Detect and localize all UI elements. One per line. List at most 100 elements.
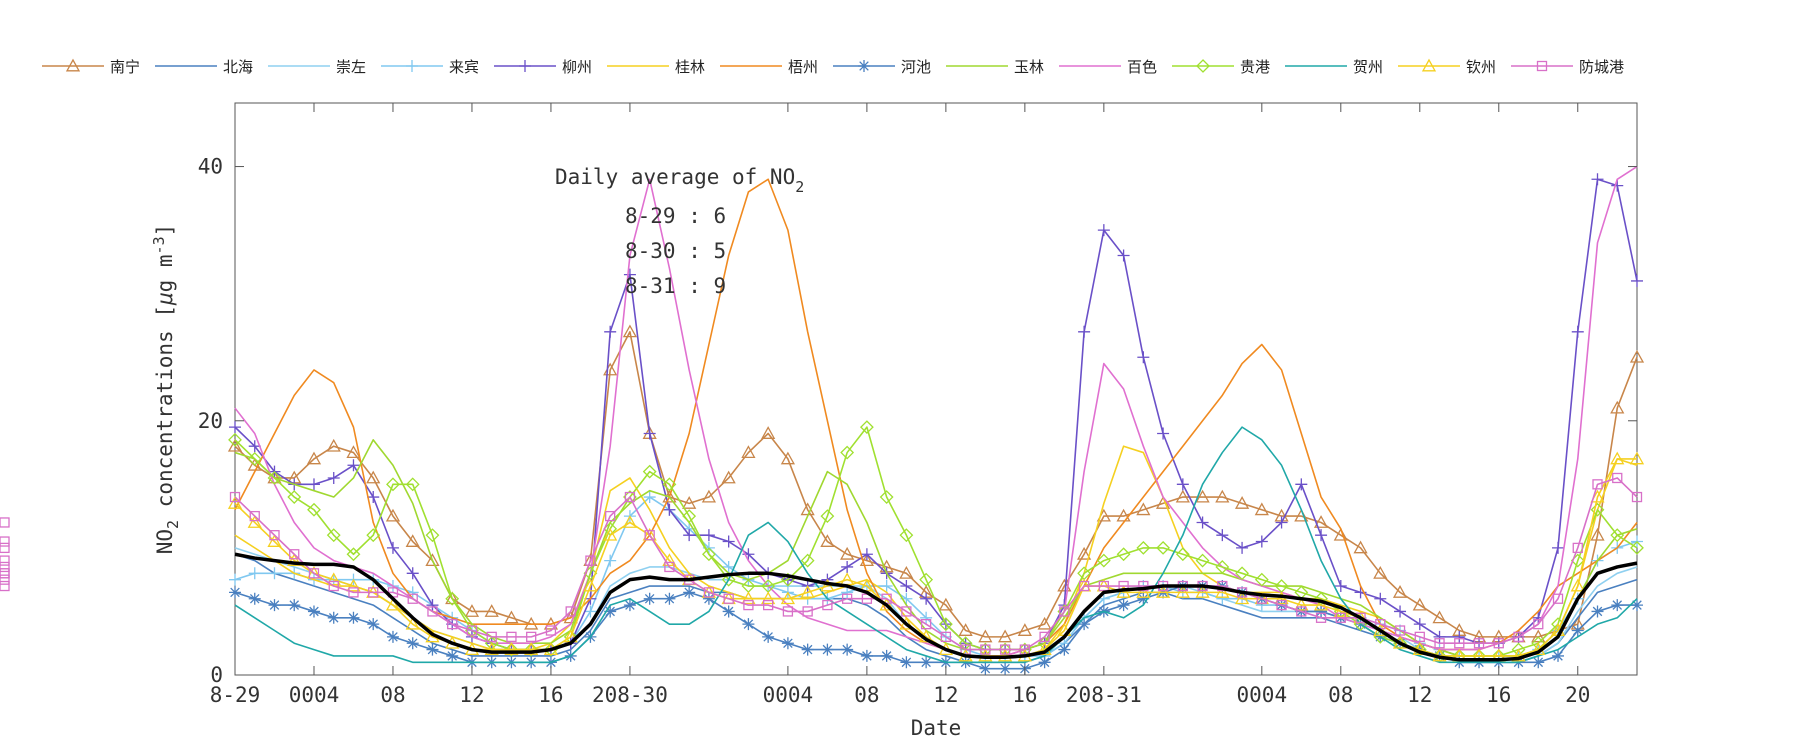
data-point [405,477,420,492]
data-point [1196,516,1209,529]
data-point [1313,515,1329,528]
x-tick-label: 12 [933,683,958,707]
data-point [1629,349,1645,363]
data-point [426,599,439,612]
annotation-line: 8-29 : 6 [625,204,726,228]
data-point [0,580,10,592]
x-tick-label: 208-30 [592,683,668,707]
data-point [484,642,499,656]
data-point [1078,325,1091,338]
data-point [0,517,10,528]
data-point [504,610,519,624]
data-point [801,643,814,656]
data-point [1096,553,1111,568]
data-point [1254,502,1269,516]
data-point [623,268,636,281]
legend-item: 玉林 [946,58,1044,76]
data-point [723,593,734,604]
data-point [287,553,302,567]
data-point [1255,535,1268,548]
x-tick-label: 12 [1407,683,1432,707]
data-point [1217,580,1228,592]
data-point [1059,606,1070,617]
data-point [919,572,934,587]
data-point [761,591,776,605]
y-tick-label: 0 [210,663,223,687]
data-point [1334,580,1347,593]
x-tick-label: 16 [1486,683,1511,707]
data-point [0,568,10,579]
data-point [1433,630,1446,643]
data-point [663,592,676,605]
data-point [466,625,478,636]
data-point [605,510,616,522]
data-point [484,604,499,617]
legend-label: 来宾 [449,58,479,76]
series-line-13 [234,477,1638,651]
data-point [1572,542,1583,554]
data-point [385,508,401,522]
data-point [326,438,341,452]
legend-marker [1536,60,1548,72]
data-point [1511,648,1526,662]
plot-frame [234,102,1638,676]
data-point [506,631,517,643]
data-point [763,599,774,611]
data-point [940,631,952,643]
data-point [721,572,736,587]
x-tick-label: 08 [380,683,405,707]
data-point [504,642,519,656]
data-point [1631,491,1643,503]
data-point [703,587,715,598]
data-point [445,591,460,606]
data-point [346,547,361,562]
data-point [880,580,893,593]
data-point [920,656,933,669]
data-point [859,553,874,567]
x-tick-label: 0004 [763,683,814,707]
data-point [1038,656,1051,669]
data-point [859,420,874,435]
data-point [780,451,796,465]
series-line-14 [234,552,1638,662]
data-point [584,605,597,618]
data-point [880,649,893,662]
data-point [1116,547,1131,562]
data-point [425,528,440,543]
data-point [1590,502,1605,517]
data-point [227,438,243,452]
data-point [585,555,596,566]
data-point [326,572,341,586]
data-point [1078,580,1090,592]
data-point [642,464,657,479]
data-point [901,606,912,617]
data-point [1313,597,1329,611]
data-point [307,605,320,618]
data-point [227,496,243,509]
data-point [662,477,677,492]
x-tick-label: 0004 [1237,683,1288,707]
series-8 [234,439,1638,657]
data-point [269,530,280,541]
data-point [405,534,420,547]
data-point [545,625,557,636]
data-point [1592,479,1603,490]
data-point [447,619,458,630]
data-point [1373,565,1388,579]
data-point [741,591,756,605]
legend-item: 柳州 [494,58,592,76]
data-point [0,536,10,547]
data-point [662,553,677,567]
legend-label: 百色 [1127,58,1157,76]
data-point [860,649,873,662]
x-tick-label: 12 [459,683,484,707]
data-point [624,491,636,503]
series-line-0 [234,330,1638,638]
data-point [1432,610,1447,624]
data-point [1137,592,1150,605]
legend-label: 玉林 [1014,58,1044,76]
data-point [368,587,379,598]
data-point [761,426,776,439]
data-point [486,631,497,643]
data-point [427,606,438,617]
